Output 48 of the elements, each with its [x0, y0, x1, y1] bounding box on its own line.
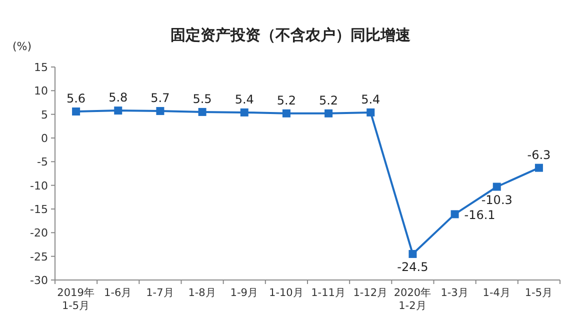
point [198, 108, 206, 116]
x-tick-label: 1-3月 [440, 287, 469, 299]
x-tick-label: 1-12月 [353, 287, 388, 299]
y-axis-title: (%) [12, 40, 32, 53]
data-label: 5.6 [66, 91, 86, 106]
x-tick-label: 2019年 1-5月 [57, 287, 95, 312]
y-tick-label: -5 [37, 156, 48, 169]
x-tick-label: 1-6月 [104, 287, 132, 299]
x-tick-label: 1-10月 [269, 287, 304, 299]
y-tick-label: 10 [34, 84, 48, 98]
data-label: 5.2 [318, 93, 338, 108]
point [366, 108, 375, 116]
data-label: 5.8 [108, 90, 128, 105]
data-label: -16.1 [464, 208, 496, 222]
data-label: -6.3 [527, 148, 551, 162]
data-label: 5.2 [276, 93, 296, 108]
point [324, 109, 333, 118]
data-label: 5.7 [150, 91, 170, 106]
x-tick-label: 1-8月 [188, 287, 216, 299]
y-tick-label: -30 [30, 274, 48, 287]
y-tick-label: -20 [30, 226, 48, 240]
point [492, 182, 501, 191]
y-tick-label: -10 [30, 179, 48, 192]
point [450, 210, 459, 218]
point [156, 107, 164, 116]
x-tick-label: 1-7月 [146, 287, 174, 299]
point [72, 107, 80, 116]
chart-title: 固定资产投资（不含农户）同比增速 [170, 26, 412, 44]
point [282, 109, 290, 118]
y-tick-label: 5 [41, 108, 48, 122]
point [240, 108, 248, 116]
x-tick-label: 1-9月 [230, 287, 258, 299]
x-tick-label: 1-11月 [311, 287, 346, 299]
data-label: -24.5 [397, 260, 428, 274]
data-label: -10.3 [481, 192, 512, 207]
y-tick-label: -15 [30, 203, 48, 216]
y-tick-label: -25 [30, 250, 48, 264]
x-tick-label: 1-5月 [524, 287, 554, 299]
x-tick-label: 1-4月 [482, 287, 511, 299]
point [114, 106, 122, 115]
x-tick-label: 2020年 1-2月 [394, 287, 432, 312]
point [534, 164, 543, 172]
data-label: 5.5 [192, 92, 212, 106]
point [408, 250, 417, 258]
y-tick-label: 0 [41, 132, 48, 145]
y-tick-label: 15 [34, 61, 48, 74]
data-label: 5.4 [361, 92, 380, 106]
data-label: 5.4 [234, 92, 254, 106]
